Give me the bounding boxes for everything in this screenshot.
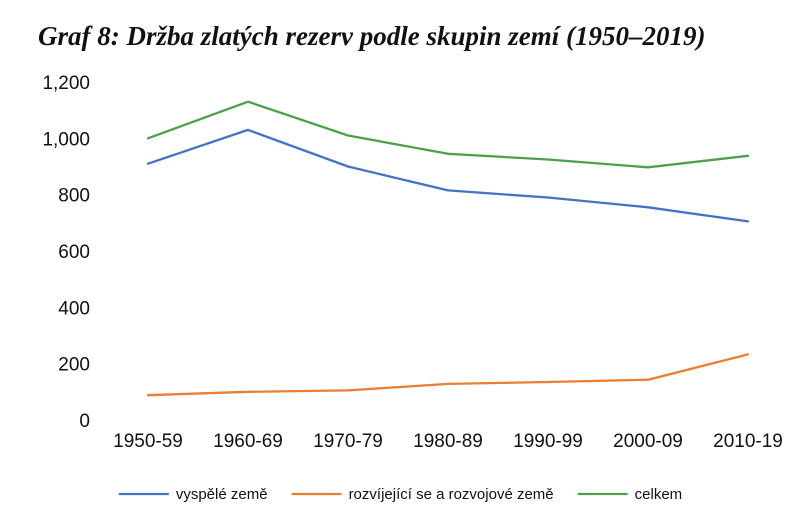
- series-line-1: [146, 353, 750, 397]
- y-tick-label: 1,000: [42, 129, 90, 150]
- y-tick-label: 200: [58, 355, 90, 376]
- x-axis-tick-labels: 1950-59 1960-69 1970-79 1980-89 1990-99 2000-…: [113, 431, 783, 452]
- legend-label: rozvíjející se a rozvojové země: [349, 486, 554, 503]
- x-tick-label: 1950-59: [113, 431, 183, 452]
- chart-title: Graf 8: Držba zlatých rezerv podle skupi…: [38, 21, 705, 51]
- legend-label: vyspělé země: [176, 486, 268, 503]
- legend-item: celkem: [577, 486, 683, 503]
- x-tick-label: 1970-79: [313, 431, 383, 452]
- legend-item: vyspělé země: [118, 486, 268, 503]
- y-tick-label: 0: [79, 411, 90, 432]
- x-tick-label: 1980-89: [413, 431, 483, 452]
- y-tick-label: 800: [58, 186, 90, 207]
- series-line-0: [146, 128, 750, 223]
- y-tick-label: 400: [58, 298, 90, 319]
- x-tick-label: 2010-19: [713, 431, 783, 452]
- legend-label: celkem: [635, 486, 683, 503]
- series-lines: [146, 100, 750, 397]
- x-tick-label: 1960-69: [213, 431, 283, 452]
- x-tick-label: 2000-09: [613, 431, 683, 452]
- y-tick-label: 600: [58, 242, 90, 263]
- legend-item: rozvíjející se a rozvojové země: [291, 486, 554, 503]
- series-line-2: [146, 100, 750, 169]
- y-tick-label: 1,200: [42, 73, 90, 94]
- legend: vyspělé země rozvíjející se a rozvojové z…: [118, 486, 683, 503]
- x-tick-label: 1990-99: [513, 431, 583, 452]
- y-axis-tick-labels: 0 200 400 600 800 1,000 1,200: [42, 73, 90, 432]
